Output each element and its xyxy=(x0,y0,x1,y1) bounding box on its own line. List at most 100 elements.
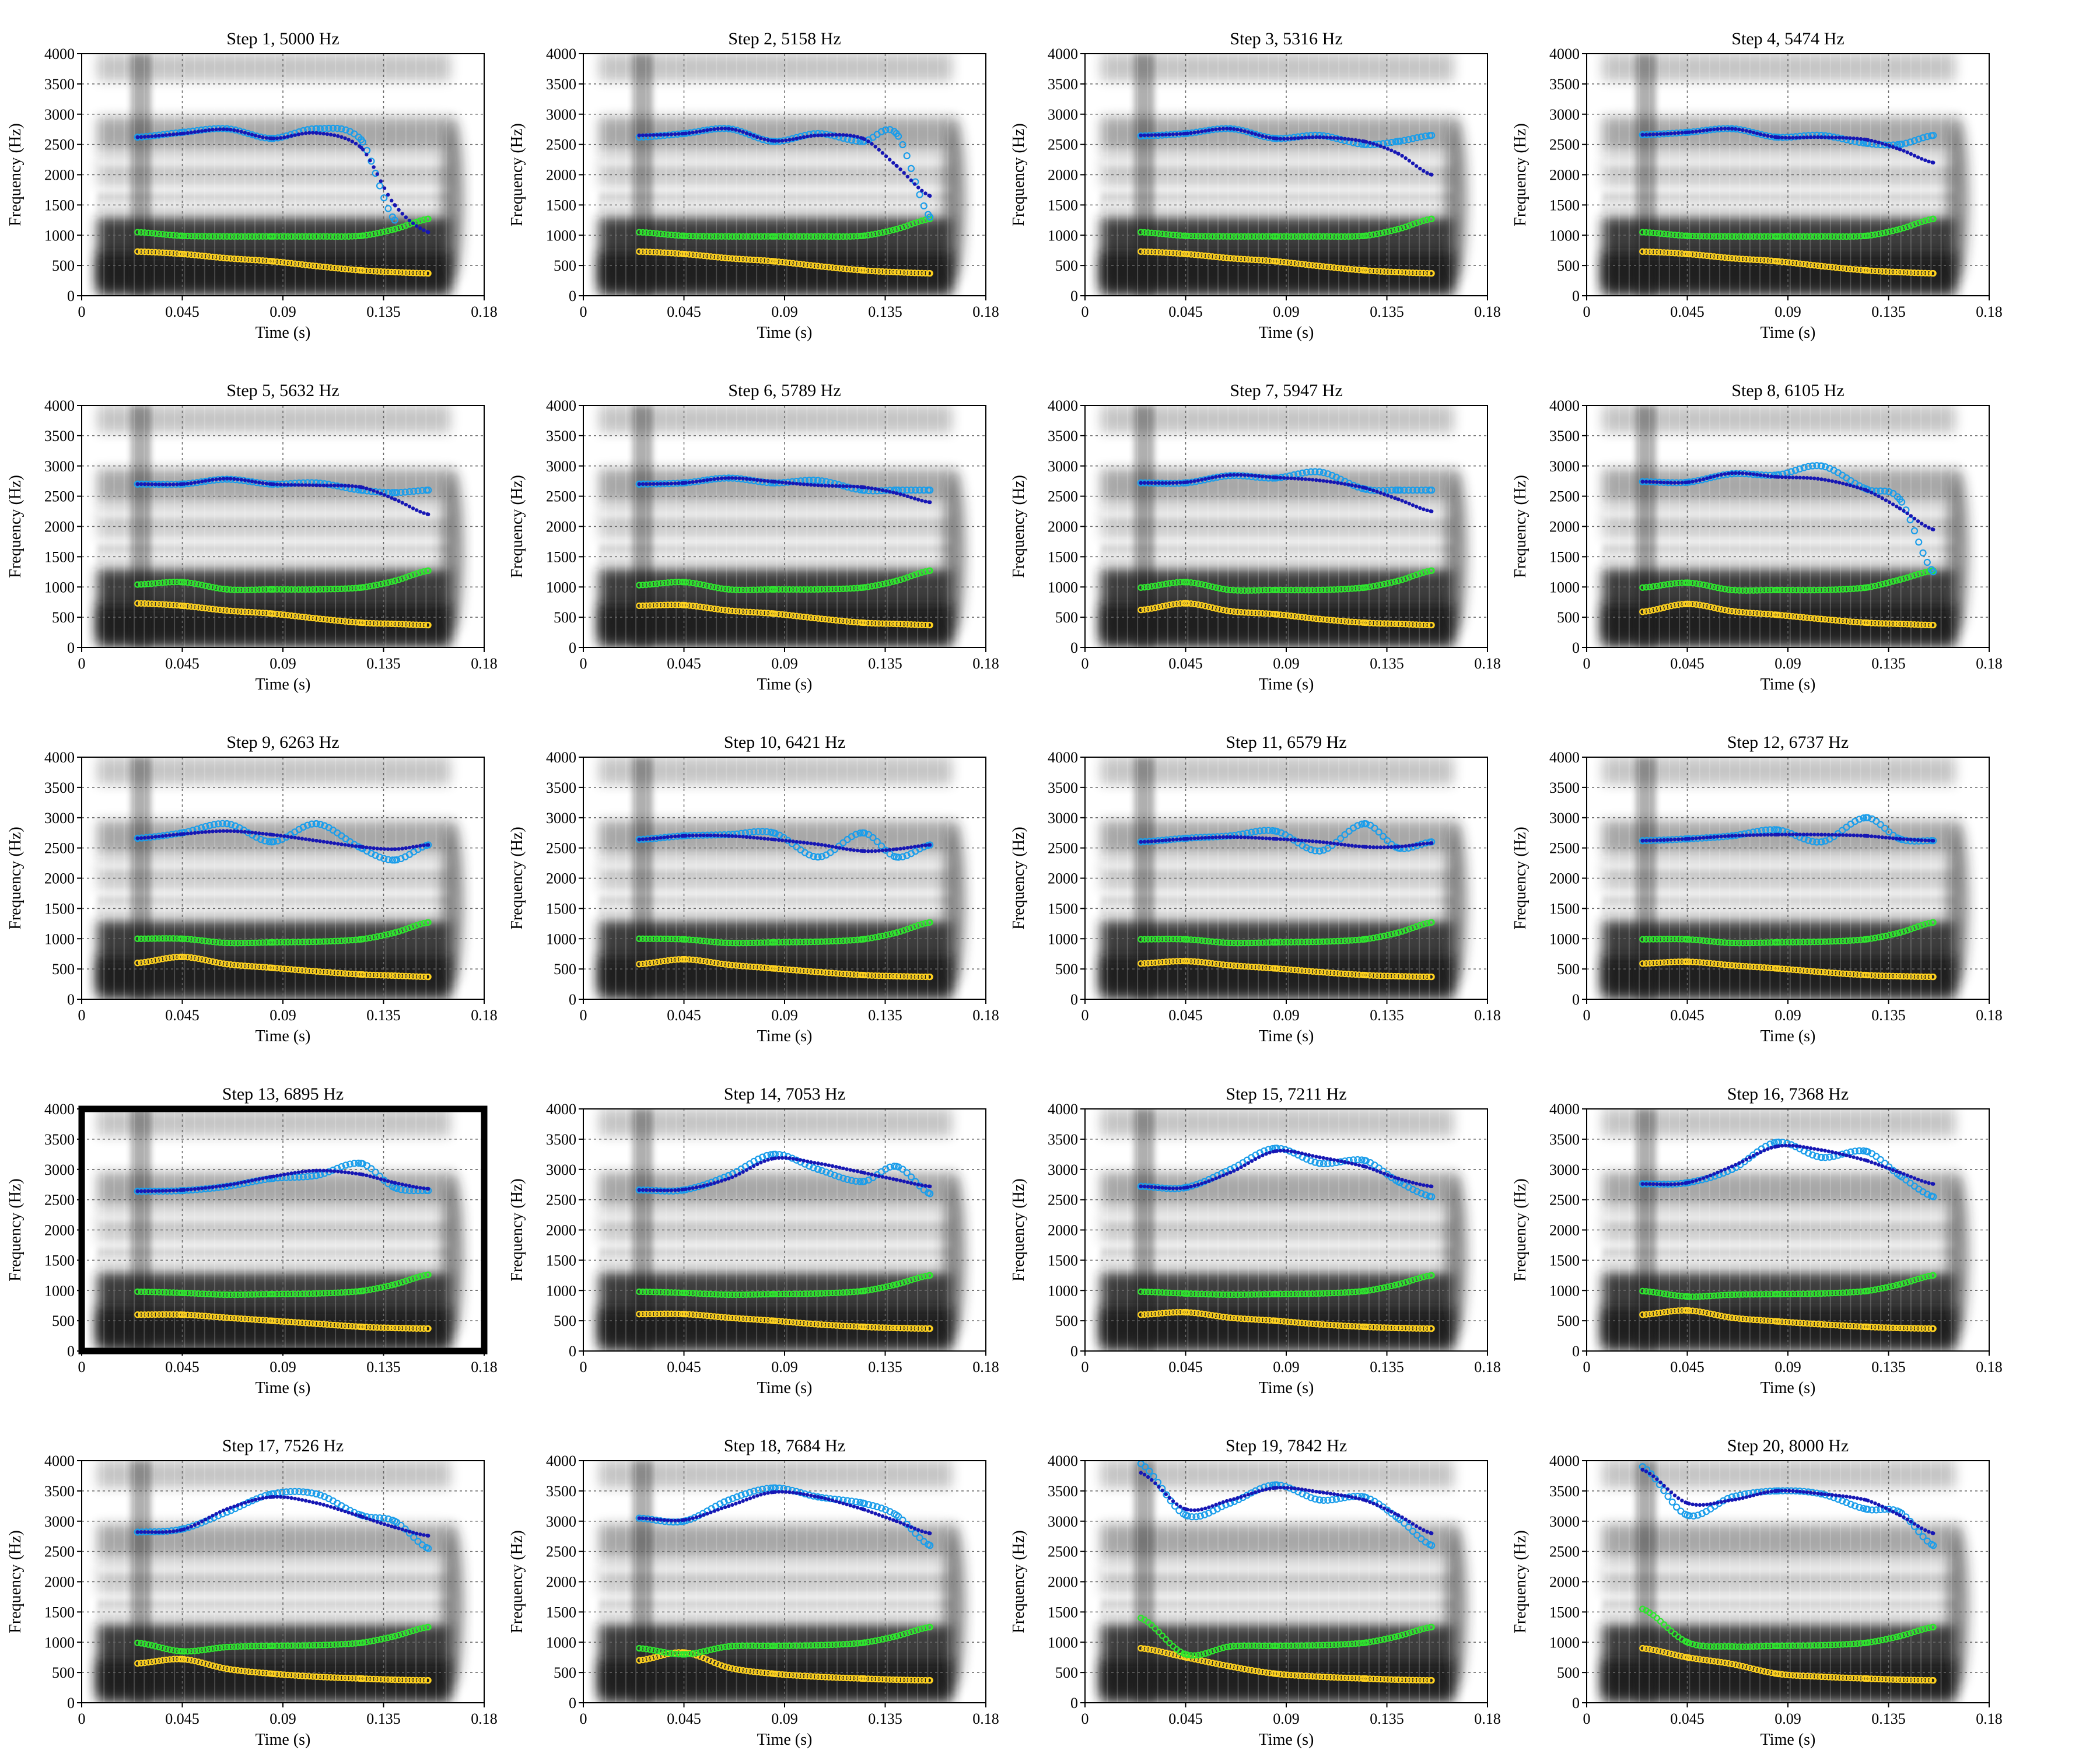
trajectory-sample xyxy=(1832,233,1839,240)
trajectory-sample xyxy=(836,233,843,240)
trajectory-sample xyxy=(1721,961,1728,968)
trajectory-sample xyxy=(775,611,782,618)
trajectory-sample xyxy=(328,841,333,845)
trajectory-sample xyxy=(1141,229,1148,236)
trajectory-sample xyxy=(1918,569,1925,577)
x-axis-label: Time (s) xyxy=(256,676,311,694)
y-tick-label: 2500 xyxy=(44,136,75,153)
trajectory-sample xyxy=(404,846,408,850)
trajectory-sample xyxy=(744,131,749,135)
trajectory-sample xyxy=(1678,601,1685,608)
trajectory-sample xyxy=(646,581,653,588)
trajectory-sample xyxy=(858,971,864,978)
trajectory-sample xyxy=(1650,229,1657,236)
trajectory-sample xyxy=(173,250,180,257)
trajectory-sample xyxy=(1812,135,1817,139)
trajectory-sample xyxy=(1857,584,1864,592)
trajectory-sample xyxy=(393,489,401,496)
trajectory-sample xyxy=(184,954,191,961)
trajectory-sample xyxy=(1375,845,1379,849)
trajectory-sample xyxy=(1195,233,1202,240)
y-axis-label: Frequency (Hz) xyxy=(6,475,24,578)
trajectory-sample xyxy=(196,831,201,835)
series-f3-fit xyxy=(1139,835,1434,849)
trajectory-sample xyxy=(1889,228,1896,235)
trajectory-sample xyxy=(823,484,827,488)
trajectory-sample xyxy=(188,936,195,943)
trajectory-sample xyxy=(860,829,868,837)
trajectory-sample xyxy=(780,480,785,485)
trajectory-sample xyxy=(306,967,313,974)
trajectory-sample xyxy=(754,828,762,835)
trajectory-sample xyxy=(845,133,849,137)
trajectory-sample xyxy=(314,838,318,843)
spectrogram-offset xyxy=(1446,469,1467,632)
trajectory-sample xyxy=(1843,586,1850,593)
trajectory-sample xyxy=(363,232,370,239)
y-tick-label: 3500 xyxy=(1048,428,1078,444)
trajectory-sample xyxy=(1900,575,1908,582)
trajectory-sample xyxy=(916,186,921,190)
trajectory-sample xyxy=(707,583,715,590)
trajectory-sample xyxy=(416,621,424,628)
trajectory-sample xyxy=(868,972,876,979)
trajectory-sample xyxy=(743,256,750,263)
trajectory-sample xyxy=(678,956,686,963)
trajectory-sample xyxy=(1257,836,1261,840)
trajectory-sample xyxy=(1188,233,1195,240)
panel-title: Step 2, 5158 Hz xyxy=(728,29,841,48)
trajectory-sample xyxy=(1286,136,1290,141)
trajectory-sample xyxy=(864,620,872,626)
trajectory-sample xyxy=(1710,253,1718,260)
trajectory-sample xyxy=(145,935,152,942)
trajectory-sample xyxy=(277,233,284,240)
trajectory-sample xyxy=(786,233,793,240)
trajectory-sample xyxy=(1748,130,1752,134)
trajectory-sample xyxy=(1213,605,1220,612)
trajectory-sample xyxy=(643,935,650,942)
trajectory-sample xyxy=(686,579,693,586)
trajectory-sample xyxy=(1755,131,1759,135)
trajectory-sample xyxy=(363,267,370,274)
trajectory-sample xyxy=(1191,600,1198,608)
trajectory-sample xyxy=(1273,258,1280,265)
trajectory-sample xyxy=(278,482,283,487)
trajectory-sample xyxy=(1816,135,1820,139)
trajectory-sample xyxy=(1880,496,1884,501)
trajectory-sample xyxy=(1685,579,1693,586)
trajectory-sample xyxy=(146,835,150,839)
trajectory-sample xyxy=(1398,576,1406,583)
panel-title: Step 3, 5316 Hz xyxy=(1230,29,1342,48)
trajectory-sample xyxy=(171,132,176,136)
trajectory-sample xyxy=(1327,617,1334,624)
trajectory-sample xyxy=(1646,960,1653,967)
trajectory-sample xyxy=(1409,270,1416,276)
trajectory-sample xyxy=(870,849,874,853)
trajectory-sample xyxy=(1647,132,1652,136)
trajectory-sample xyxy=(1378,144,1382,148)
trajectory-sample xyxy=(1418,487,1425,494)
trajectory-sample xyxy=(1665,131,1670,136)
trajectory-sample xyxy=(1787,475,1791,480)
trajectory-sample xyxy=(354,844,358,848)
trajectory-sample xyxy=(1762,133,1766,137)
trajectory-sample xyxy=(1923,158,1927,162)
trajectory-sample xyxy=(1250,835,1254,840)
trajectory-sample xyxy=(1873,492,1877,496)
trajectory-sample xyxy=(1712,127,1716,131)
trajectory-sample xyxy=(722,254,729,261)
trajectory-sample xyxy=(1669,131,1674,135)
chart-panel-8: 0 0.045 0.09 0.135 0.18050010001500200025003… xyxy=(1511,381,2003,694)
trajectory-sample xyxy=(1886,579,1893,586)
trajectory-sample xyxy=(1184,936,1191,943)
y-tick-label: 4000 xyxy=(44,397,75,414)
trajectory-sample xyxy=(288,233,295,240)
trajectory-sample xyxy=(399,575,406,582)
trajectory-sample xyxy=(715,584,722,592)
trajectory-sample xyxy=(340,135,344,139)
trajectory-sample xyxy=(1332,841,1336,846)
trajectory-sample xyxy=(1224,835,1229,839)
y-tick-label: 1500 xyxy=(44,548,75,565)
trajectory-sample xyxy=(1331,264,1338,271)
trajectory-sample xyxy=(209,233,216,240)
